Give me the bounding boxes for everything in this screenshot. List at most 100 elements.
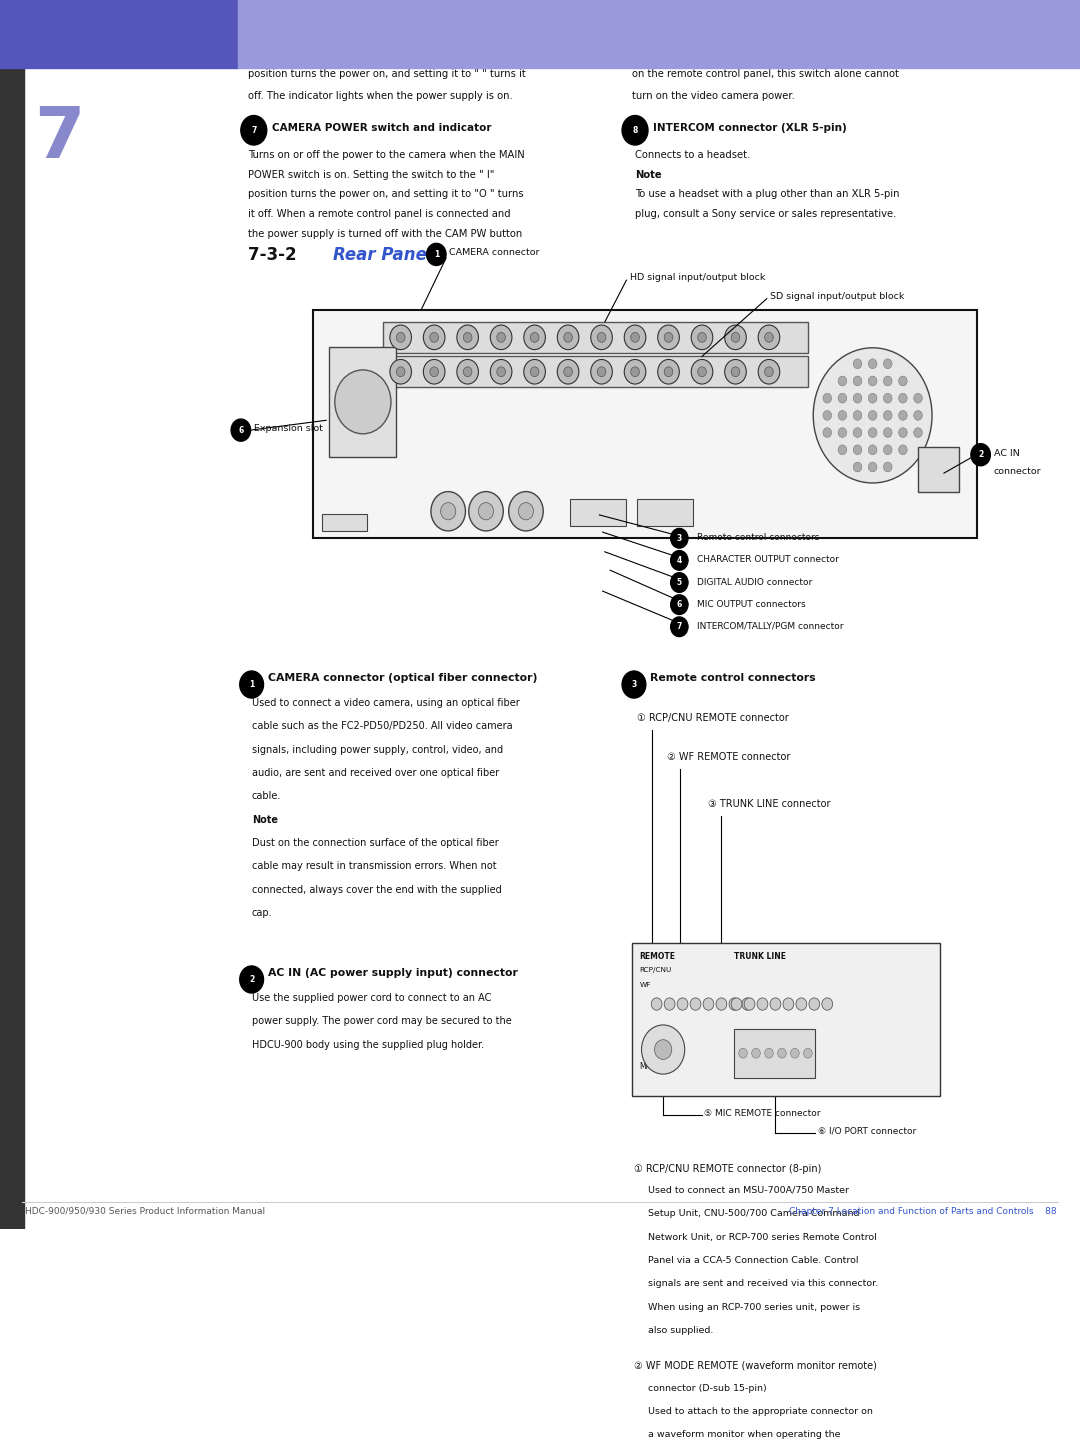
Circle shape xyxy=(624,326,646,350)
Circle shape xyxy=(853,428,862,438)
Text: ② WF REMOTE connector: ② WF REMOTE connector xyxy=(667,752,791,762)
Circle shape xyxy=(457,359,478,385)
Circle shape xyxy=(838,445,847,455)
Circle shape xyxy=(651,999,662,1010)
Text: 7: 7 xyxy=(677,623,681,631)
Text: CHARACTER OUTPUT connector: CHARACTER OUTPUT connector xyxy=(697,555,838,565)
Text: cap.: cap. xyxy=(252,908,272,918)
Text: 7-3-2: 7-3-2 xyxy=(248,246,302,264)
Circle shape xyxy=(725,326,746,350)
Circle shape xyxy=(390,326,411,350)
Text: HDC-900/950/930 Series Product Information Manual: HDC-900/950/930 Series Product Informati… xyxy=(25,1206,265,1216)
Text: ⑥ I/O PORT connector: ⑥ I/O PORT connector xyxy=(818,1127,916,1136)
Circle shape xyxy=(591,326,612,350)
Circle shape xyxy=(971,444,990,465)
Text: I/O PORT: I/O PORT xyxy=(752,1062,785,1071)
Text: Note: Note xyxy=(635,170,662,180)
Circle shape xyxy=(796,999,807,1010)
Bar xyxy=(313,310,977,539)
Circle shape xyxy=(899,428,907,438)
Text: cable may result in transmission errors. When not: cable may result in transmission errors.… xyxy=(252,862,497,872)
Text: ② WF MODE REMOTE (waveform monitor remote): ② WF MODE REMOTE (waveform monitor remot… xyxy=(634,1360,877,1370)
Circle shape xyxy=(396,367,405,376)
Circle shape xyxy=(698,367,706,376)
Bar xyxy=(0,68,24,1229)
Circle shape xyxy=(899,393,907,403)
Circle shape xyxy=(631,367,639,376)
Circle shape xyxy=(742,999,753,1010)
Circle shape xyxy=(778,1048,786,1058)
Text: 2: 2 xyxy=(978,450,983,460)
Circle shape xyxy=(853,359,862,369)
Circle shape xyxy=(883,428,892,438)
Circle shape xyxy=(524,359,545,385)
Text: 2: 2 xyxy=(249,976,254,984)
Circle shape xyxy=(899,411,907,421)
Text: position turns the power on, and setting it to " " turns it: position turns the power on, and setting… xyxy=(248,69,526,79)
Circle shape xyxy=(725,359,746,385)
Text: CAMERA connector: CAMERA connector xyxy=(449,248,540,258)
Circle shape xyxy=(731,333,740,343)
Circle shape xyxy=(564,333,572,343)
Text: a waveform monitor when operating the: a waveform monitor when operating the xyxy=(648,1431,840,1440)
Text: Rear Panel: Rear Panel xyxy=(333,246,432,264)
Circle shape xyxy=(770,999,781,1010)
Circle shape xyxy=(654,1040,672,1059)
Text: position turns the power on, and setting it to "O " turns: position turns the power on, and setting… xyxy=(248,189,524,199)
Text: ① RCP/CNU REMOTE connector (8-pin): ① RCP/CNU REMOTE connector (8-pin) xyxy=(634,1164,821,1174)
Circle shape xyxy=(765,333,773,343)
Bar xyxy=(383,356,808,388)
Circle shape xyxy=(822,999,833,1010)
Circle shape xyxy=(597,367,606,376)
Text: Expansion slot: Expansion slot xyxy=(254,424,323,432)
Bar xyxy=(383,321,808,353)
Text: RCP/CNU: RCP/CNU xyxy=(639,967,672,973)
Circle shape xyxy=(899,445,907,455)
Text: HD signal input/output block: HD signal input/output block xyxy=(630,272,765,282)
Circle shape xyxy=(463,367,472,376)
Circle shape xyxy=(423,326,445,350)
Circle shape xyxy=(658,359,679,385)
Circle shape xyxy=(729,999,740,1010)
Text: ⑤ MIC REMOTE connector: ⑤ MIC REMOTE connector xyxy=(704,1108,821,1118)
Circle shape xyxy=(431,491,465,530)
Circle shape xyxy=(390,359,411,385)
Circle shape xyxy=(530,367,539,376)
Circle shape xyxy=(883,376,892,386)
Text: TRUNK LINE: TRUNK LINE xyxy=(734,953,786,961)
Circle shape xyxy=(642,1025,685,1074)
Circle shape xyxy=(791,1048,799,1058)
Text: 3: 3 xyxy=(632,680,636,689)
Circle shape xyxy=(853,463,862,471)
Circle shape xyxy=(622,672,646,697)
Text: CAMERA connector (optical fiber connector): CAMERA connector (optical fiber connecto… xyxy=(268,673,537,683)
Text: 7: 7 xyxy=(35,104,84,173)
Circle shape xyxy=(518,503,534,520)
Circle shape xyxy=(731,999,742,1010)
Text: off. The indicator lights when the power supply is on.: off. The indicator lights when the power… xyxy=(248,91,513,101)
Circle shape xyxy=(838,411,847,421)
Circle shape xyxy=(752,1048,760,1058)
Circle shape xyxy=(231,419,251,441)
Circle shape xyxy=(524,326,545,350)
Circle shape xyxy=(677,999,688,1010)
Text: connector: connector xyxy=(994,467,1041,476)
Text: connected, always cover the end with the supplied: connected, always cover the end with the… xyxy=(252,885,501,895)
Circle shape xyxy=(823,393,832,403)
Circle shape xyxy=(823,411,832,421)
Bar xyxy=(570,499,626,526)
Circle shape xyxy=(624,359,646,385)
Circle shape xyxy=(883,445,892,455)
Bar xyxy=(637,499,693,526)
Circle shape xyxy=(240,672,264,697)
Circle shape xyxy=(868,411,877,421)
Text: When using an RCP-700 series unit, power is: When using an RCP-700 series unit, power… xyxy=(648,1303,860,1311)
Bar xyxy=(322,513,367,530)
Circle shape xyxy=(240,965,264,993)
Circle shape xyxy=(813,347,932,483)
Text: To use a headset with a plug other than an XLR 5-pin: To use a headset with a plug other than … xyxy=(635,189,900,199)
Text: 3: 3 xyxy=(677,533,681,543)
Circle shape xyxy=(838,428,847,438)
Circle shape xyxy=(664,999,675,1010)
Circle shape xyxy=(691,326,713,350)
